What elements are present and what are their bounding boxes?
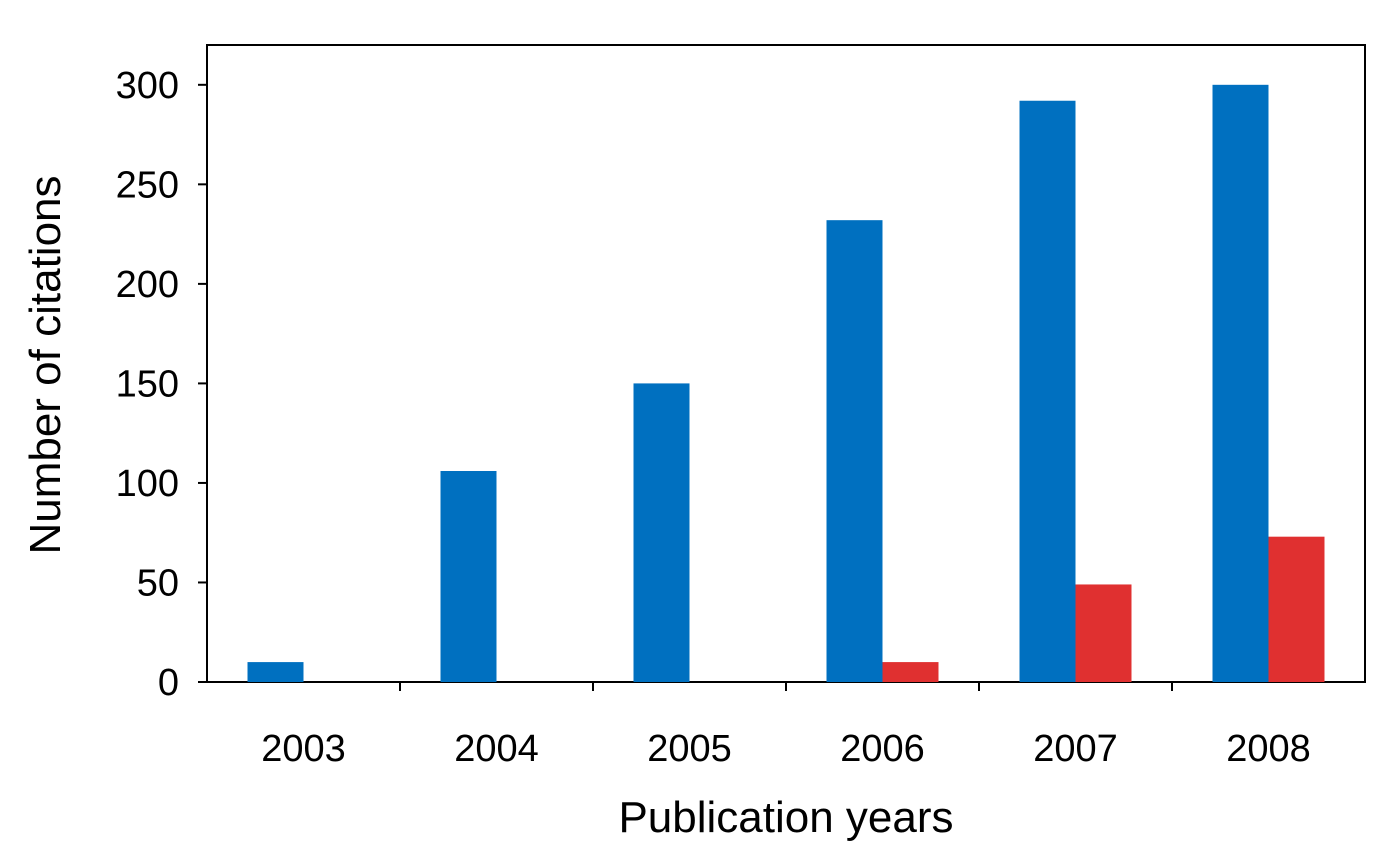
bar-series-1-2007: [1019, 100, 1076, 683]
y-tick-label: 100: [116, 463, 179, 505]
x-tick-label: 2004: [454, 728, 539, 770]
bar-series-1-2005: [633, 383, 690, 682]
plot-frame: [206, 44, 1366, 683]
y-tick-label: 300: [116, 65, 179, 107]
x-tick-label: 2003: [261, 728, 346, 770]
y-tick-label: 150: [116, 363, 179, 405]
y-axis-title: Number of citations: [21, 175, 70, 554]
y-axis: 0 50 100 150 200 250 300: [116, 65, 207, 704]
bar-series-1-2006: [826, 220, 883, 683]
x-tick-label: 2005: [647, 728, 732, 770]
bar-series-1-2008: [1212, 84, 1269, 682]
x-axis-title: Publication years: [618, 793, 953, 842]
x-tick-label: 2006: [840, 728, 925, 770]
plot-area: [206, 44, 1366, 683]
bar-series-2-2008: [1268, 536, 1325, 682]
y-tick-label: 0: [158, 662, 179, 704]
bar-series-1-2003: [247, 662, 304, 682]
y-tick-label: 50: [137, 562, 179, 604]
y-tick-label: 250: [116, 164, 179, 206]
y-tick-label: 200: [116, 264, 179, 306]
bars: [247, 84, 1325, 683]
bar-series-2-2006: [882, 662, 939, 682]
x-tick-label: 2008: [1226, 728, 1311, 770]
bar-series-1-2004: [440, 470, 497, 682]
bar-series-2-2007: [1075, 584, 1132, 682]
x-tick-label: 2007: [1033, 728, 1118, 770]
x-axis: 2003 2004 2005 2006 2007 2008: [261, 682, 1311, 770]
